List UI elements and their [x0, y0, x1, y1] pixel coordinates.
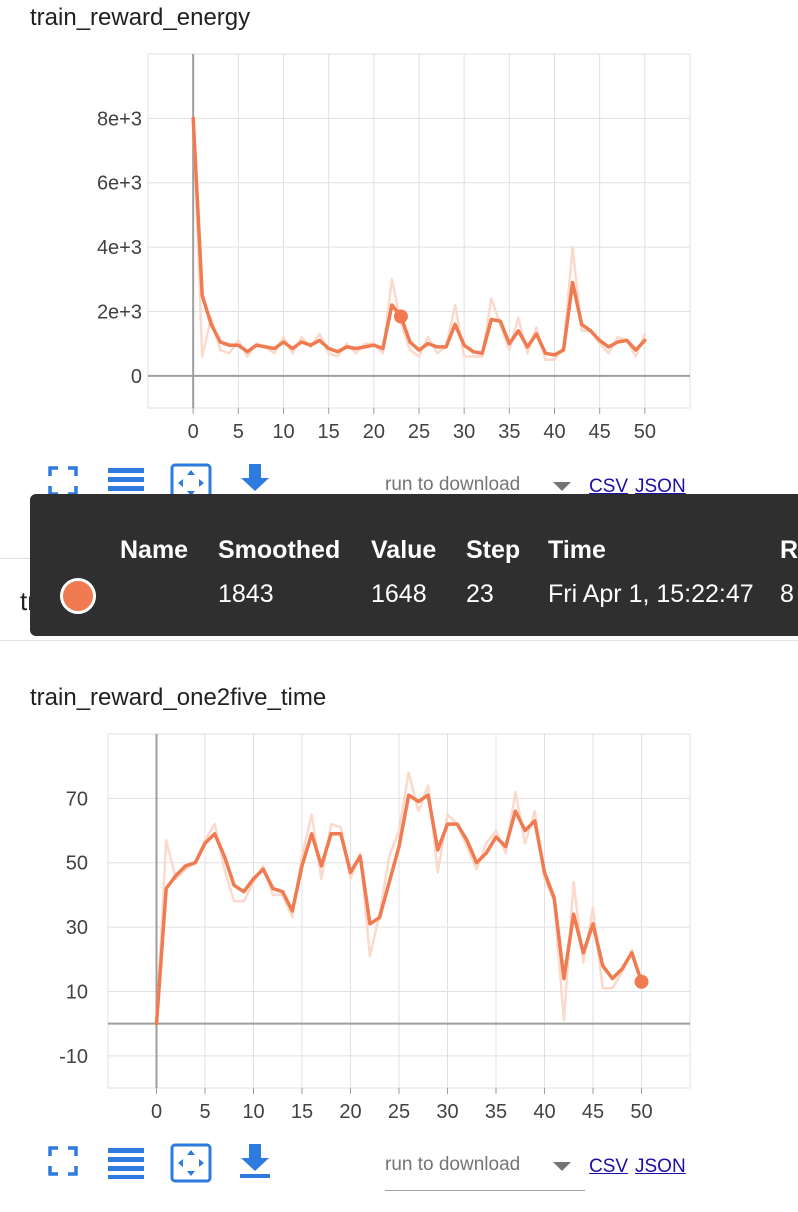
- raw-series-line: [155, 771, 643, 1025]
- tooltip-raw-value: 1648: [371, 580, 427, 608]
- tooltip-header-relative: R: [780, 536, 798, 564]
- run-to-download-select[interactable]: run to download: [385, 1150, 585, 1191]
- x-tick-label: 20: [363, 421, 385, 443]
- x-tick-label: 15: [291, 1101, 313, 1123]
- x-tick-label: 35: [485, 1101, 507, 1123]
- tooltip-header-time: Time: [548, 536, 606, 564]
- run-to-download-placeholder: run to download: [385, 1154, 521, 1175]
- x-tick-label: 40: [533, 1101, 555, 1123]
- x-tick-label: 20: [339, 1101, 361, 1123]
- chart-toolbar: run to download CSV JSON: [0, 1142, 798, 1192]
- x-tick-label: 10: [242, 1101, 264, 1123]
- card-separator: [0, 640, 798, 641]
- chevron-down-icon: [553, 482, 571, 491]
- y-tick-label: -10: [59, 1046, 88, 1068]
- x-tick-label: 45: [589, 421, 611, 443]
- smoothed-series-line: [191, 116, 647, 357]
- json-link[interactable]: JSON: [635, 1156, 686, 1177]
- chart-plot-energy[interactable]: 0 5 10 15 20 25 30 35 40 45 50 0 2e+3 4e+3 6e+3 8e+3: [97, 50, 700, 460]
- y-tick-label: 50: [66, 853, 88, 875]
- x-tick-label: 15: [318, 421, 340, 443]
- x-tick-label: 5: [199, 1101, 210, 1123]
- x-tick-label: 25: [408, 421, 430, 443]
- smoothed-series-line: [154, 793, 644, 1026]
- toggle-log-scale-icon[interactable]: [107, 1142, 145, 1180]
- chevron-down-icon: [553, 1162, 571, 1171]
- csv-link[interactable]: CSV: [589, 1156, 629, 1177]
- y-tick-label: 2e+3: [97, 301, 142, 323]
- run-to-download-placeholder: run to download: [385, 474, 521, 495]
- x-tick-label: 35: [498, 421, 520, 443]
- download-icon[interactable]: [236, 1142, 274, 1180]
- json-link[interactable]: JSON: [635, 476, 686, 497]
- fit-domain-icon[interactable]: [44, 1142, 82, 1180]
- y-tick-label: 0: [131, 366, 142, 388]
- x-tick-label: 10: [272, 421, 294, 443]
- x-tick-label: 50: [634, 421, 656, 443]
- y-tick-label: 8e+3: [97, 108, 142, 130]
- x-tick-label: 25: [388, 1101, 410, 1123]
- tooltip-relative-value: 8: [780, 580, 794, 608]
- tooltip-header-step: Step: [466, 536, 521, 564]
- tooltip-smoothed-value: 1843: [218, 580, 274, 608]
- x-tick-label: 30: [436, 1101, 458, 1123]
- tooltip-header-name: Name: [120, 536, 189, 564]
- x-tick-label: 30: [453, 421, 475, 443]
- y-tick-label: 10: [66, 981, 88, 1003]
- select-zoom-icon[interactable]: [170, 1142, 212, 1184]
- chart-title: train_reward_energy: [30, 4, 251, 31]
- focus-point: [393, 309, 408, 324]
- data-tooltip: Name Smoothed Value Step Time R 1843 164…: [30, 494, 798, 636]
- y-tick-label: 70: [66, 788, 88, 810]
- x-tick-label: 0: [151, 1101, 162, 1123]
- x-tick-label: 5: [233, 421, 244, 443]
- chart-title: train_reward_one2five_time: [30, 684, 327, 711]
- tooltip-step-value: 23: [466, 580, 494, 608]
- focus-point: [634, 974, 649, 989]
- series-color-swatch: [60, 578, 96, 614]
- x-tick-label: 40: [543, 421, 565, 443]
- y-tick-label: 6e+3: [97, 173, 142, 195]
- tooltip-header-smoothed: Smoothed: [218, 536, 341, 564]
- y-tick-label: 30: [66, 917, 88, 939]
- chart-plot-one2five-time[interactable]: 0 5 10 15 20 25 30 35 40 45 50 -10 10 30 50 70: [59, 730, 700, 1140]
- tooltip-time-value: Fri Apr 1, 15:22:47: [548, 580, 754, 608]
- csv-link[interactable]: CSV: [589, 476, 629, 497]
- y-tick-label: 4e+3: [97, 237, 142, 259]
- tooltip-header-value: Value: [371, 536, 437, 564]
- x-tick-label: 0: [188, 421, 199, 443]
- x-tick-label: 45: [582, 1101, 604, 1123]
- x-tick-label: 50: [630, 1101, 652, 1123]
